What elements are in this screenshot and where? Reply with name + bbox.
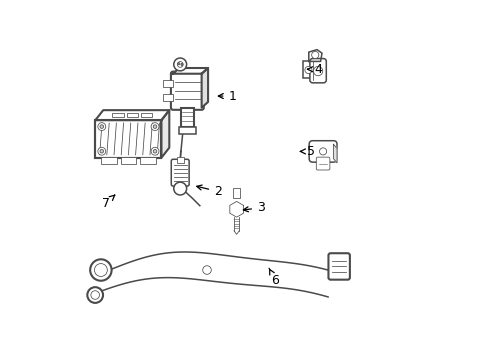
Bar <box>101 157 116 164</box>
Circle shape <box>173 58 186 71</box>
Circle shape <box>177 62 183 67</box>
Circle shape <box>98 123 105 131</box>
Bar <box>176 157 183 163</box>
Circle shape <box>90 259 111 281</box>
Bar <box>163 80 173 87</box>
Circle shape <box>173 182 186 195</box>
Text: 2: 2 <box>196 185 222 198</box>
Bar <box>233 188 240 198</box>
Circle shape <box>311 51 318 59</box>
Text: 3: 3 <box>243 201 264 214</box>
Bar <box>95 120 161 158</box>
Bar <box>303 61 313 78</box>
Bar <box>126 113 138 117</box>
Circle shape <box>203 266 211 274</box>
Circle shape <box>91 291 99 299</box>
Circle shape <box>87 287 103 303</box>
FancyBboxPatch shape <box>316 157 329 170</box>
Text: 1: 1 <box>218 90 236 103</box>
Circle shape <box>100 125 103 129</box>
Circle shape <box>153 125 157 129</box>
Polygon shape <box>333 144 336 163</box>
FancyBboxPatch shape <box>171 159 189 186</box>
Circle shape <box>304 66 311 73</box>
Circle shape <box>98 147 105 155</box>
Text: 5: 5 <box>300 145 314 158</box>
FancyBboxPatch shape <box>308 141 336 162</box>
Circle shape <box>151 123 159 131</box>
FancyBboxPatch shape <box>309 59 325 83</box>
Bar <box>95 120 161 158</box>
Polygon shape <box>161 110 169 158</box>
Bar <box>180 108 194 127</box>
Bar <box>112 113 123 117</box>
Text: 7: 7 <box>102 195 115 210</box>
Circle shape <box>177 63 180 65</box>
Bar <box>179 127 196 134</box>
Polygon shape <box>229 202 243 217</box>
FancyBboxPatch shape <box>171 72 203 110</box>
Text: 6: 6 <box>268 268 279 287</box>
Polygon shape <box>173 68 207 74</box>
Circle shape <box>319 148 326 155</box>
Bar <box>140 157 156 164</box>
Bar <box>121 157 136 164</box>
Circle shape <box>153 149 157 153</box>
Polygon shape <box>308 50 322 62</box>
Bar <box>141 113 152 117</box>
Circle shape <box>151 147 159 155</box>
Bar <box>163 94 173 102</box>
Polygon shape <box>201 68 207 108</box>
Circle shape <box>313 66 322 76</box>
Circle shape <box>181 63 183 66</box>
Text: 4: 4 <box>307 63 322 76</box>
FancyBboxPatch shape <box>328 253 349 280</box>
Circle shape <box>100 149 103 153</box>
Polygon shape <box>95 110 169 120</box>
Circle shape <box>94 264 107 276</box>
